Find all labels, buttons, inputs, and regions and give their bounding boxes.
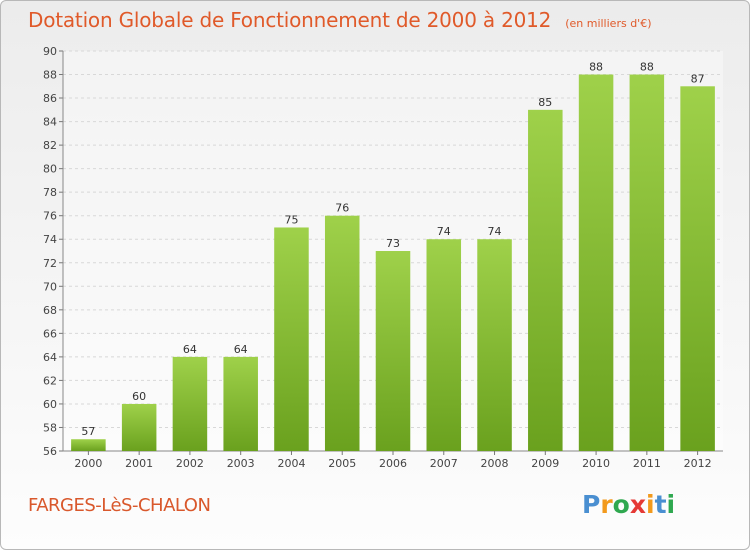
bar-2004 bbox=[274, 227, 309, 451]
data-label-2005: 76 bbox=[335, 202, 349, 215]
y-tick-label: 86 bbox=[43, 92, 57, 105]
x-tick-label-2000: 2000 bbox=[74, 457, 102, 470]
bar-2007 bbox=[426, 239, 462, 451]
y-tick-label: 84 bbox=[43, 116, 57, 129]
y-tick-label: 64 bbox=[43, 351, 57, 364]
x-tick-label-2009: 2009 bbox=[531, 457, 559, 470]
bar-2003 bbox=[223, 356, 258, 451]
commune-name: FARGES-LèS-CHALON bbox=[28, 495, 211, 516]
x-tick-label-2004: 2004 bbox=[277, 457, 305, 470]
y-tick-label: 76 bbox=[43, 210, 57, 223]
data-label-2002: 64 bbox=[183, 343, 197, 356]
y-tick-label: 62 bbox=[43, 374, 57, 387]
x-tick-label-2006: 2006 bbox=[379, 457, 407, 470]
x-tick-label-2005: 2005 bbox=[328, 457, 356, 470]
bar-2005 bbox=[324, 215, 360, 451]
x-tick-label-2008: 2008 bbox=[481, 457, 509, 470]
chart-title: Dotation Globale de Fonctionnement de 20… bbox=[28, 8, 552, 32]
x-tick-label-2011: 2011 bbox=[633, 457, 661, 470]
y-tick-label: 60 bbox=[43, 398, 57, 411]
data-label-2000: 57 bbox=[81, 425, 95, 438]
data-label-2007: 74 bbox=[437, 225, 451, 238]
data-label-2001: 60 bbox=[132, 390, 146, 403]
logo-letter: t bbox=[654, 490, 667, 519]
logo-letter: i bbox=[666, 490, 676, 519]
data-label-2011: 88 bbox=[640, 61, 654, 74]
y-tick-label: 80 bbox=[43, 163, 57, 176]
y-tick-label: 88 bbox=[43, 69, 57, 82]
bar-2001 bbox=[121, 403, 157, 451]
logo-letter: o bbox=[612, 490, 630, 519]
y-tick-label: 68 bbox=[43, 304, 57, 317]
bar-2000 bbox=[71, 439, 106, 451]
bar-2011 bbox=[629, 74, 665, 451]
data-label-2010: 88 bbox=[589, 61, 603, 74]
proxiti-logo: Proxiti bbox=[582, 490, 675, 519]
data-label-2006: 73 bbox=[386, 237, 400, 250]
bar-2008 bbox=[477, 239, 512, 451]
x-tick-label-2002: 2002 bbox=[176, 457, 204, 470]
data-label-2012: 87 bbox=[691, 72, 705, 85]
y-tick-label: 72 bbox=[43, 257, 57, 270]
logo-letter: x bbox=[629, 490, 646, 519]
x-tick-label-2007: 2007 bbox=[430, 457, 458, 470]
data-label-2004: 75 bbox=[284, 213, 298, 226]
y-tick-label: 78 bbox=[43, 186, 57, 199]
bar-2002 bbox=[172, 356, 208, 451]
y-tick-label: 66 bbox=[43, 327, 57, 340]
data-label-2008: 74 bbox=[488, 225, 502, 238]
bar-2009 bbox=[528, 109, 563, 451]
x-tick-label-2010: 2010 bbox=[582, 457, 610, 470]
data-label-2003: 64 bbox=[234, 343, 248, 356]
bar-2012 bbox=[680, 86, 715, 451]
bar-2006 bbox=[375, 251, 411, 451]
y-tick-label: 56 bbox=[43, 445, 57, 458]
y-tick-label: 90 bbox=[43, 45, 57, 58]
y-tick-label: 74 bbox=[43, 233, 57, 246]
logo-letter: r bbox=[600, 490, 613, 519]
x-tick-label-2003: 2003 bbox=[227, 457, 255, 470]
x-tick-label-2001: 2001 bbox=[125, 457, 153, 470]
logo-letter: i bbox=[646, 490, 655, 519]
logo-letter: P bbox=[582, 490, 601, 519]
y-tick-label: 70 bbox=[43, 280, 57, 293]
bar-2010 bbox=[578, 74, 614, 451]
y-tick-label: 82 bbox=[43, 139, 57, 152]
x-tick-label-2012: 2012 bbox=[684, 457, 712, 470]
title-row: Dotation Globale de Fonctionnement de 20… bbox=[28, 8, 651, 32]
y-tick-label: 58 bbox=[43, 421, 57, 434]
data-label-2009: 85 bbox=[538, 96, 552, 109]
chart-subtitle: (en milliers d'€) bbox=[565, 17, 652, 30]
